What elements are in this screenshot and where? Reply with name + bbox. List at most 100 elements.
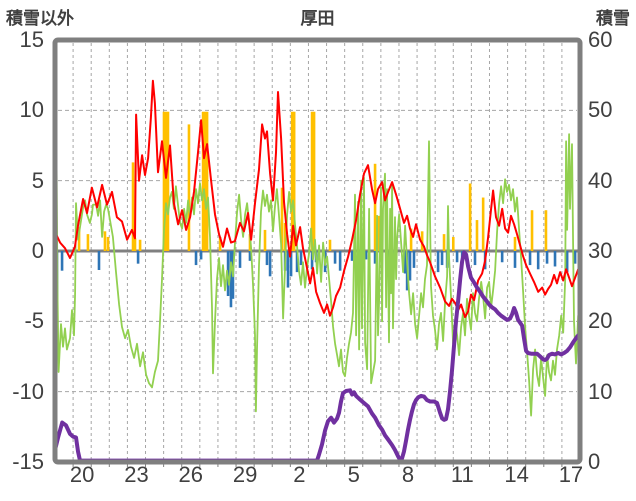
orange-bars-bar [328,239,332,251]
orange-bars-bar [218,236,222,251]
orange-bars-bar [409,228,413,251]
y-axis-right-tick-label: 60 [588,27,613,52]
blue-bars-bar [136,251,140,264]
blue-bars-bar [412,251,416,268]
y-axis-left-tick-label: 10 [19,97,44,123]
y-axis-left-tick-label: 5 [31,167,44,193]
y-axis-right-tick-label: 0 [588,449,601,474]
blue-bars-bar [97,251,101,270]
orange-bars-bar [280,187,284,251]
red-line [54,79,581,319]
orange-bars-bar [310,111,314,252]
orange-bars-bar [292,111,296,252]
x-axis-tick-label: 20 [69,462,95,487]
blue-bars-bar [553,251,557,267]
left-axis-title: 積雪以外 [6,9,74,28]
blue-bars-bar [455,251,459,263]
orange-bars-bar [164,111,168,252]
orange-bars-bar [162,111,166,252]
orange-bars-bar [205,111,209,252]
blue-bars-bar [373,251,377,264]
y-axis-left-tick-label: 0 [31,238,44,263]
x-axis-tick-label: 8 [401,462,415,487]
blue-bars-bar [500,251,504,263]
orange-bars-bar [131,162,135,251]
orange-bars-bar [283,222,287,251]
blue-bars-bar [289,251,293,277]
y-axis-left-tick-label: -10 [12,378,44,404]
plot-border [52,37,583,465]
orange-bars-bar [263,229,267,251]
orange-bars-bar [187,124,191,251]
orange-bars-bar [451,236,455,251]
orange-bars-bar [513,236,517,251]
blue-bars-bar [528,251,532,266]
x-axis-tick-label: 11 [450,462,474,487]
orange-bars-bar [544,210,548,251]
orange-bars-bar [290,111,294,252]
x-axis-tick-label: 5 [347,462,360,487]
x-axis-tick-label: 29 [232,462,258,487]
blue-bars-bar [436,251,440,273]
orange-bars-bar [77,227,81,251]
y-axis-left-tick-label: 15 [19,27,44,52]
blue-bars-bar [513,251,517,268]
y-axis-right-tick-label: 30 [588,238,613,263]
blue-bars-bar [545,251,549,264]
orange-bars-bar [203,111,207,252]
orange-bars-bar [530,210,534,251]
y-axis-right-tick-label: 50 [588,97,613,123]
orange-bars-bar [442,234,446,251]
orange-bars-bar [103,231,107,251]
orange-bars-bar [106,236,110,251]
blue-bars-bar [565,251,569,273]
orange-bars-bar [420,231,424,251]
orange-bars-bar [468,183,472,251]
blue-bars-bar [229,251,233,308]
blue-bars-bar [199,251,203,260]
y-axis-right-tick-label: 10 [588,378,613,404]
blue-bars-bar [338,251,342,271]
x-axis-tick-label: 2 [293,462,306,487]
orange-bars-bar [373,163,377,251]
green-line [54,133,581,417]
blue-bars-bar [536,251,540,270]
y-axis-left-tick-label: -15 [12,449,44,474]
blue-bars-bar [333,251,337,264]
blue-bars-bar [403,251,407,274]
purple-line [53,250,582,463]
x-axis-tick-label: 23 [124,462,149,487]
blue-bars-bar [248,251,252,261]
blue-bars-bar [350,251,354,261]
orange-bars-bar [201,111,205,252]
y-axis-right-tick-label: 20 [588,308,613,334]
x-axis-tick-label: 17 [558,462,584,487]
orange-bars-bar [475,220,479,251]
orange-bars-bar [481,197,485,251]
blue-bars-bar [265,251,269,266]
x-axis-tick-label: 14 [504,462,529,487]
orange-bars-bar [166,111,170,252]
x-axis-tick-label: 26 [178,462,203,487]
blue-bars-bar [268,251,272,277]
blue-bars-bar [238,251,242,268]
blue-bars-bar [194,251,198,266]
blue-bars-bar [408,251,412,281]
blue-bars-bar [364,251,368,260]
chart-title: 厚田 [300,9,335,28]
blue-bars-bar [286,251,290,288]
orange-bars-bar [377,215,381,251]
orange-bars-bar [86,234,90,251]
blue-bars-bar [473,251,477,266]
orange-bars-bar [133,238,137,251]
y-axis-right-tick-label: 40 [588,167,613,193]
right-axis-title: 積雪 [596,9,630,28]
blue-bars-bar [295,251,299,273]
blue-bars-bar [310,251,314,270]
y-axis-left-tick-label: -5 [24,308,44,334]
blue-bars-bar [440,251,444,266]
blue-bars-bar [299,251,303,266]
blue-bars-bar [60,251,64,271]
